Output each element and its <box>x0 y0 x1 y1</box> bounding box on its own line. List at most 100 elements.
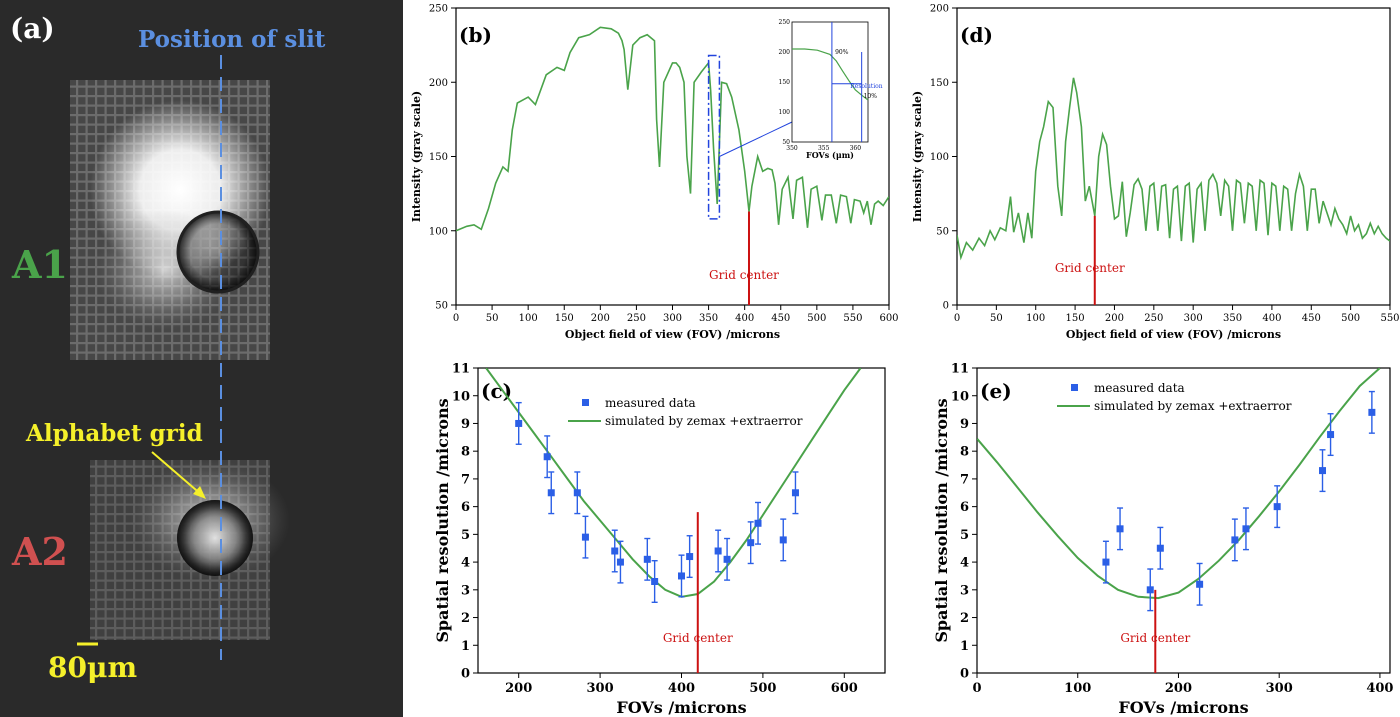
data-point <box>573 489 581 497</box>
y-tick-label: 200 <box>429 78 448 89</box>
x-tick-label: 300 <box>1266 681 1293 696</box>
x-tick-label: 600 <box>831 681 858 696</box>
x-tick-label: 600 <box>879 313 898 324</box>
data-point <box>723 555 731 563</box>
y-tick-label: 3 <box>461 583 470 598</box>
legend-marker <box>582 399 589 406</box>
data-point <box>543 453 551 461</box>
y-tick-label: 4 <box>960 556 969 571</box>
y-tick-label: 9 <box>960 417 969 432</box>
x-tick-label: 300 <box>587 681 614 696</box>
y-axis-label: Intensity (gray scale) <box>911 91 924 222</box>
y-tick-label: 100 <box>429 226 448 237</box>
y-tick-label: 150 <box>429 152 448 163</box>
y-tick-label: 4 <box>461 556 470 571</box>
x-tick-label: 100 <box>519 313 538 324</box>
y-tick-label: 250 <box>429 4 448 15</box>
plot-frame <box>956 7 1391 306</box>
chart-b: 0 50 100 150 200 250 300 350 400 450 500 550 600 50 10… <box>410 4 899 342</box>
y-tick-label: 10 <box>452 389 470 404</box>
y-axis-label: Spatial resolution /microns <box>932 398 951 642</box>
x-tick-label: 400 <box>735 313 754 324</box>
y-tick-label: 8 <box>960 445 969 460</box>
inset-x-label: FOVs (μm) <box>806 150 854 160</box>
inset-line <box>792 48 869 101</box>
x-axis-label: Object field of view (FOV) /microns <box>565 328 780 341</box>
y-tick-label: 11 <box>951 362 969 377</box>
data-point <box>686 553 694 561</box>
data-point <box>1156 544 1164 552</box>
grid-disc-a1 <box>176 210 260 294</box>
x-tick-label: 200 <box>505 681 532 696</box>
data-point <box>779 536 787 544</box>
grid-center-label: Grid center <box>663 631 733 645</box>
inset-frame <box>791 21 869 143</box>
data-point <box>1368 408 1376 416</box>
x-tick-label: 350 <box>1223 313 1242 324</box>
x-tick-label: 350 <box>699 313 718 324</box>
x-tick-label: 500 <box>749 681 776 696</box>
y-tick-label: 7 <box>960 472 969 487</box>
grid-center-label: Grid center <box>1055 261 1125 275</box>
y-tick-label: 5 <box>461 528 470 543</box>
x-tick-label: 0 <box>954 313 960 324</box>
y-tick-label: 1 <box>960 639 969 654</box>
x-tick-label: 200 <box>1105 313 1124 324</box>
data-point <box>1102 558 1110 566</box>
y-axis-label: Spatial resolution /microns <box>433 398 452 642</box>
y-tick-label: 0 <box>461 667 470 682</box>
y-tick-label: 9 <box>461 417 470 432</box>
slit-label: Position of slit <box>138 26 326 53</box>
y-tick-label: 5 <box>960 528 969 543</box>
x-tick-label: 50 <box>990 313 1003 324</box>
legend-label: measured data <box>605 396 696 410</box>
panel-a: (a) Position of slit A1 A2 Alphabet grid… <box>0 0 403 717</box>
panel-label: (e) <box>980 379 1012 403</box>
grid-arrow-head <box>193 486 206 499</box>
plot-frame <box>976 367 1391 674</box>
region-label-a2: A2 <box>11 529 68 574</box>
legend-label: simulated by zemax +extraerror <box>1094 399 1292 413</box>
inset-y-tick-label: 250 <box>779 19 791 26</box>
x-tick-label: 0 <box>972 681 981 696</box>
x-tick-label: 550 <box>1380 313 1399 324</box>
legend-label: measured data <box>1094 381 1185 395</box>
x-tick-label: 0 <box>453 313 459 324</box>
grid-label: Alphabet grid <box>25 420 203 447</box>
y-tick-label: 8 <box>461 445 470 460</box>
x-tick-label: 250 <box>627 313 646 324</box>
grid-center-label: Grid center <box>1120 631 1190 645</box>
y-tick-label: 10 <box>951 389 969 404</box>
grid-disc-a2-shade <box>177 500 253 576</box>
y-tick-label: 150 <box>930 78 949 89</box>
inset-x-tick-label: 350 <box>786 145 798 152</box>
data-point <box>643 555 651 563</box>
data-point <box>791 489 799 497</box>
panel-label: (b) <box>459 23 492 47</box>
data-point <box>611 547 619 555</box>
x-tick-label: 400 <box>1366 681 1393 696</box>
simulated-curve <box>485 368 862 598</box>
data-point <box>1196 580 1204 588</box>
data-point <box>1242 525 1250 533</box>
y-tick-label: 3 <box>960 583 969 598</box>
inset-y-tick-label: 200 <box>779 49 791 56</box>
inset-y-tick-label: 100 <box>779 109 791 116</box>
scale-label: 80μm <box>48 651 137 684</box>
x-tick-label: 550 <box>843 313 862 324</box>
x-tick-label: 200 <box>591 313 610 324</box>
data-point <box>1146 586 1154 594</box>
x-tick-label: 200 <box>1165 681 1192 696</box>
data-point <box>678 572 685 580</box>
data-point <box>1327 431 1335 439</box>
grid-arrow <box>151 451 204 497</box>
intensity-line <box>957 77 1390 261</box>
y-tick-label: 7 <box>461 472 470 487</box>
x-axis-label: FOVs /microns <box>1118 698 1248 717</box>
x-tick-label: 400 <box>668 681 695 696</box>
data-point <box>1273 503 1281 511</box>
y-tick-label: 6 <box>960 500 969 515</box>
intensity-line <box>456 26 889 232</box>
grid-center-label: Grid center <box>709 268 779 282</box>
x-tick-label: 450 <box>1302 313 1321 324</box>
